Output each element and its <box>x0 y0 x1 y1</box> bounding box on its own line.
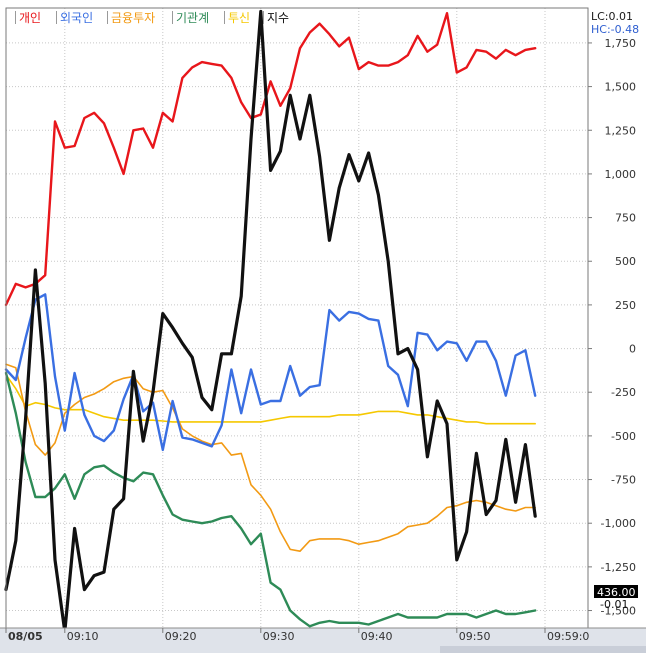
last-value-box <box>594 585 638 598</box>
y-tick-label: -750 <box>611 474 636 487</box>
legend: 개인 외국인 금융투자 기관계 투신 지수 <box>15 11 289 25</box>
y-tick-label: 1,750 <box>605 37 637 50</box>
x-tick-label: 09:30 <box>263 630 295 643</box>
x-axis: 08/05 09:10 09:20 09:30 09:40 09:50 09:59:0 <box>5 628 589 643</box>
x-tick-label: 09:40 <box>361 630 393 643</box>
x-tick-label: 09:10 <box>67 630 99 643</box>
y-tick-label: -1,000 <box>601 517 636 530</box>
last-value-label: 436.00 <box>597 586 636 599</box>
legend-separator <box>172 11 173 24</box>
series-line-trust <box>5 373 537 425</box>
legend-item-financial[interactable]: 금융투자 <box>111 11 155 25</box>
y-tick-label: 1,250 <box>605 124 637 137</box>
series-line-institution <box>4 371 537 628</box>
legend-separator <box>56 11 57 24</box>
series-line-index <box>4 9 537 634</box>
y-axis: 1,750 1,500 1,250 1,000 750 500 250 0 -250 -500 -7… <box>588 37 636 618</box>
legend-item-index[interactable]: 지수 <box>267 11 289 25</box>
lc-label: LC:0.01 <box>591 10 633 23</box>
x-tick-label: 09:59:0 <box>547 630 589 643</box>
y-tick-label: 1,000 <box>605 168 637 181</box>
series-layer <box>4 9 537 634</box>
y-tick-label: 500 <box>615 255 636 268</box>
y-tick-label: -500 <box>611 430 636 443</box>
hc-label: HC:-0.48 <box>591 23 639 36</box>
legend-separator <box>224 11 225 24</box>
y-tick-label: 1,500 <box>605 81 637 94</box>
series-line-individual <box>4 11 537 307</box>
legend-item-foreign[interactable]: 외국인 <box>60 11 93 25</box>
legend-item-trust[interactable]: 투신 <box>228 11 250 25</box>
legend-separator <box>107 11 108 24</box>
y-tick-label: -1,500 <box>601 605 636 618</box>
series-line-foreign <box>4 293 537 452</box>
last-value-label-2: -0.01 <box>600 598 628 611</box>
series-line-financial <box>5 363 537 553</box>
legend-separator <box>15 11 16 24</box>
y-tick-label: -1,250 <box>601 561 636 574</box>
y-tick-label: 250 <box>615 299 636 312</box>
legend-item-institution[interactable]: 기관계 <box>176 11 209 25</box>
x-tick-label: 09:50 <box>459 630 491 643</box>
x-tick-label: 09:20 <box>165 630 197 643</box>
y-tick-label: 0 <box>629 343 636 356</box>
x-tick-label: 08/05 <box>8 630 43 643</box>
y-tick-label: 750 <box>615 212 636 225</box>
legend-item-individual[interactable]: 개인 <box>19 11 41 25</box>
legend-separator <box>263 11 264 24</box>
y-tick-label: -250 <box>611 386 636 399</box>
scrollbar[interactable] <box>440 646 646 653</box>
